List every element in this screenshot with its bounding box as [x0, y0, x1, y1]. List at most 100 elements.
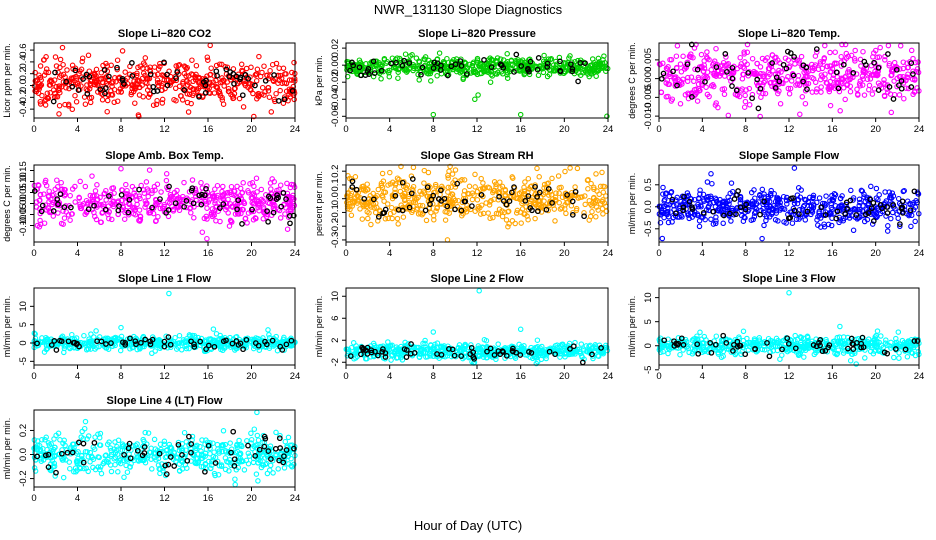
- data-point-black: [757, 85, 764, 92]
- data-point: [68, 211, 75, 217]
- data-point: [395, 221, 401, 227]
- data-point: [147, 209, 154, 216]
- data-point-black: [199, 191, 205, 198]
- data-point-black: [545, 186, 552, 192]
- data-point-black: [449, 346, 456, 353]
- data-point: [434, 340, 441, 346]
- data-point: [875, 196, 881, 203]
- data-point: [885, 89, 891, 95]
- data-point-black: [350, 62, 357, 69]
- x-tick-label: 12: [784, 124, 795, 135]
- data-point: [37, 217, 43, 224]
- data-point: [93, 66, 100, 73]
- data-point: [139, 75, 146, 82]
- data-point-black: [115, 207, 122, 214]
- panel-title: Slope Li−820 Pressure: [418, 28, 536, 40]
- data-point-black: [886, 84, 893, 90]
- data-point: [98, 202, 104, 208]
- x-tick-label: 0: [343, 124, 348, 135]
- data-point-black: [214, 72, 220, 79]
- data-point-black: [142, 336, 149, 343]
- data-point: [97, 219, 104, 226]
- data-point: [37, 98, 44, 105]
- data-point: [86, 336, 92, 342]
- data-point: [889, 72, 895, 78]
- data-point-black: [174, 69, 181, 75]
- y-tick-label: 0.05: [18, 183, 29, 202]
- data-point: [728, 218, 734, 224]
- data-point: [592, 342, 599, 348]
- data-point-black: [513, 51, 520, 58]
- data-point: [432, 181, 439, 188]
- data-point: [881, 93, 888, 100]
- data-point: [134, 346, 140, 353]
- data-point-outlier: [791, 165, 798, 171]
- data-point: [221, 83, 227, 89]
- data-point-outlier: [797, 111, 803, 118]
- data-point: [411, 197, 418, 203]
- data-point-black: [358, 72, 364, 79]
- data-point-black: [392, 192, 399, 199]
- data-point: [111, 335, 118, 342]
- data-point-black: [598, 345, 604, 351]
- data-point-black: [55, 201, 61, 208]
- data-point: [197, 83, 204, 90]
- data-point: [775, 195, 781, 201]
- data-point: [466, 191, 472, 197]
- data-point: [694, 98, 701, 104]
- data-point: [401, 178, 407, 185]
- data-point: [667, 56, 673, 63]
- data-point: [754, 60, 760, 67]
- data-point: [32, 69, 38, 76]
- data-point: [445, 184, 452, 191]
- data-point: [490, 188, 497, 194]
- data-point-black: [484, 348, 490, 355]
- data-point: [117, 347, 124, 354]
- data-point: [566, 340, 573, 347]
- data-point: [386, 347, 393, 353]
- data-point: [198, 179, 204, 186]
- data-point: [37, 101, 44, 107]
- data-point: [415, 71, 421, 78]
- data-point-black: [422, 207, 429, 214]
- data-point: [859, 188, 866, 194]
- data-point: [600, 189, 607, 196]
- data-point-black: [370, 58, 377, 65]
- data-point-black: [729, 64, 736, 71]
- data-point: [761, 222, 767, 229]
- data-point: [130, 205, 137, 211]
- data-point: [442, 217, 449, 223]
- data-point-black: [510, 345, 516, 352]
- data-point-black: [172, 200, 179, 207]
- y-tick-label: -0.2: [330, 218, 341, 234]
- data-point-black: [813, 46, 820, 52]
- data-point: [130, 210, 137, 217]
- x-tick-label: 16: [203, 124, 214, 135]
- data-point: [908, 223, 914, 230]
- data-point-black: [890, 96, 897, 102]
- data-point: [180, 80, 186, 87]
- data-point: [786, 64, 792, 71]
- data-point-black: [438, 187, 444, 194]
- data-point: [130, 344, 136, 350]
- data-point: [575, 64, 582, 71]
- data-point: [174, 187, 180, 194]
- data-point: [599, 169, 605, 176]
- data-point: [251, 113, 257, 120]
- data-point: [800, 203, 807, 210]
- data-point: [900, 59, 907, 65]
- data-point-black: [202, 82, 209, 89]
- data-point: [666, 202, 672, 208]
- data-point-black: [280, 190, 287, 196]
- data-point-black: [68, 204, 74, 211]
- data-point: [93, 328, 99, 334]
- data-point-black: [80, 76, 86, 82]
- data-point: [660, 191, 666, 197]
- data-point: [38, 77, 44, 83]
- data-point: [433, 183, 439, 190]
- data-point: [665, 93, 671, 100]
- data-point-black: [283, 196, 289, 202]
- data-point: [906, 212, 912, 219]
- x-tick-label: 0: [656, 124, 661, 135]
- data-point: [860, 48, 866, 55]
